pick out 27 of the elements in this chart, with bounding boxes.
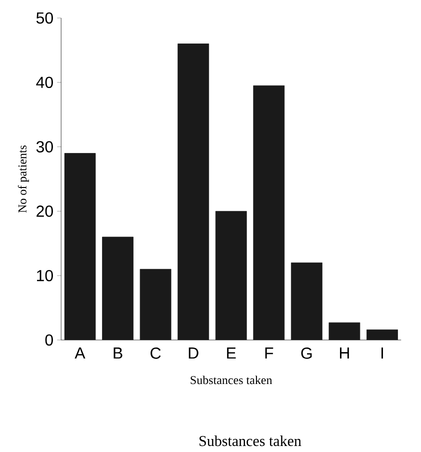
y-tick-label: 20 — [36, 206, 53, 217]
bar — [328, 322, 360, 340]
bar — [102, 236, 134, 340]
bar — [64, 153, 96, 340]
bar — [140, 268, 172, 340]
x-tick-label: B — [114, 348, 122, 359]
y-tick-label: 0 — [45, 334, 53, 346]
x-tick-label: H — [340, 348, 349, 359]
x-tick-label: D — [188, 348, 198, 359]
y-tick-label: 50 — [36, 12, 53, 24]
x-tick-label: A — [74, 348, 86, 359]
y-axis-title: No of patients — [18, 145, 29, 213]
y-tick-label: 30 — [36, 141, 53, 152]
x-tick-label: E — [227, 348, 236, 359]
text: Substances taken — [200, 436, 302, 446]
x-tick-label: C — [150, 348, 161, 359]
bar — [290, 262, 322, 340]
bar — [178, 44, 210, 340]
x-axis-title: Substances taken — [190, 376, 272, 384]
y-tick-label: 10 — [37, 270, 53, 282]
bar — [253, 85, 285, 340]
x-tick-label: F — [265, 348, 274, 359]
y-tick-label: 40 — [36, 76, 53, 88]
x-tick-label: I — [381, 348, 383, 359]
bar — [215, 210, 247, 340]
bar — [366, 329, 398, 340]
x-tick-label: G — [301, 348, 312, 359]
